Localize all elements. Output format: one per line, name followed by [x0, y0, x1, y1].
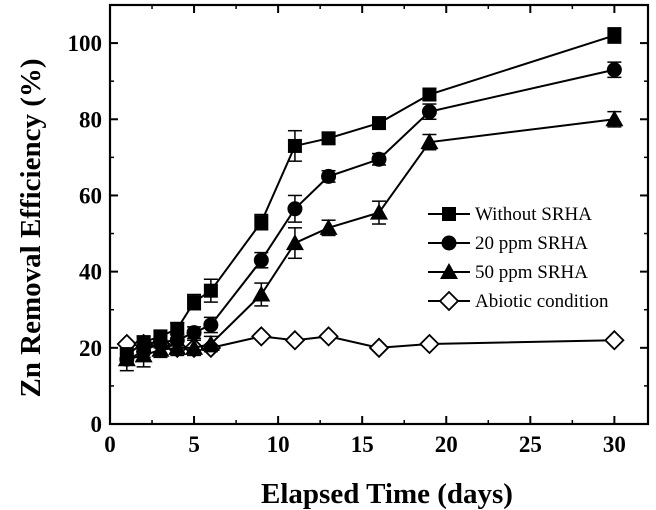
- x-tick-label: 25: [519, 432, 542, 457]
- data-point: [254, 215, 269, 230]
- data-point: [187, 295, 202, 310]
- data-point: [201, 335, 220, 352]
- data-point: [607, 28, 622, 43]
- y-tick-label: 60: [79, 183, 102, 208]
- data-point: [251, 326, 272, 347]
- legend-item: 50 ppm SRHA: [428, 262, 588, 283]
- data-point: [321, 168, 337, 184]
- data-point: [605, 110, 624, 127]
- y-tick-label: 0: [91, 412, 103, 437]
- data-point: [368, 337, 390, 359]
- data-point: [284, 329, 306, 351]
- y-tick-label: 80: [79, 107, 102, 132]
- legend-label: 50 ppm SRHA: [475, 262, 588, 283]
- plot-border: [108, 3, 650, 426]
- data-point: [321, 131, 336, 146]
- series-without-srha: [119, 27, 622, 363]
- data-point: [287, 201, 303, 217]
- data-point: [185, 338, 204, 355]
- data-point: [287, 138, 302, 153]
- data-point: [169, 332, 185, 348]
- x-tick-label: 20: [435, 432, 458, 457]
- data-point: [372, 116, 386, 131]
- x-tick-label: 15: [351, 432, 374, 457]
- data-point: [604, 329, 625, 351]
- x-tick-label: 5: [188, 432, 200, 457]
- data-point: [252, 285, 271, 302]
- y-tick-label: 40: [79, 260, 102, 285]
- x-axis-ticks: 0 5 10 15 20 25 30: [104, 5, 626, 457]
- legend-marker: [442, 207, 456, 221]
- data-point: [186, 325, 202, 341]
- legend-marker: [438, 290, 460, 312]
- data-point: [170, 321, 185, 336]
- y-tick-label: 20: [79, 336, 102, 361]
- legend-label: 20 ppm SRHA: [475, 233, 588, 254]
- x-tick-label: 0: [104, 432, 116, 457]
- data-point: [153, 329, 168, 344]
- series-layer: [116, 27, 625, 372]
- legend-marker: [440, 263, 458, 279]
- legend-item: Without SRHA: [428, 204, 592, 225]
- legend-label: Without SRHA: [475, 204, 592, 225]
- data-point: [136, 335, 151, 350]
- data-point: [422, 87, 437, 102]
- y-axis-title: Zn Removal Efficiency (%): [15, 58, 47, 397]
- plot-frame: [108, 3, 650, 426]
- data-point: [419, 333, 440, 355]
- data-point: [203, 283, 218, 298]
- x-axis-title: Elapsed Time (days): [261, 478, 513, 510]
- data-point: [370, 203, 388, 220]
- data-point: [319, 218, 338, 235]
- x-tick-label: 30: [603, 432, 626, 457]
- x-tick-label: 10: [267, 432, 290, 457]
- y-axis-ticks: 0 20 40 60 80 100: [68, 31, 648, 437]
- legend-item: 20 ppm SRHA: [428, 233, 588, 254]
- data-point: [420, 133, 439, 150]
- legend-marker: [441, 235, 457, 251]
- legend: Without SRHA 20 ppm SRHA 50 ppm SRHA Abioti…: [428, 204, 609, 312]
- y-tick-label: 100: [68, 31, 103, 56]
- legend-item: Abiotic condition: [428, 290, 609, 312]
- legend-label: Abiotic condition: [475, 291, 609, 312]
- data-point: [371, 151, 387, 167]
- data-point: [119, 348, 134, 363]
- data-point: [318, 326, 339, 347]
- data-point: [285, 234, 304, 251]
- data-point: [203, 317, 219, 333]
- data-point: [421, 104, 437, 120]
- data-point: [606, 62, 622, 78]
- data-point: [253, 252, 269, 268]
